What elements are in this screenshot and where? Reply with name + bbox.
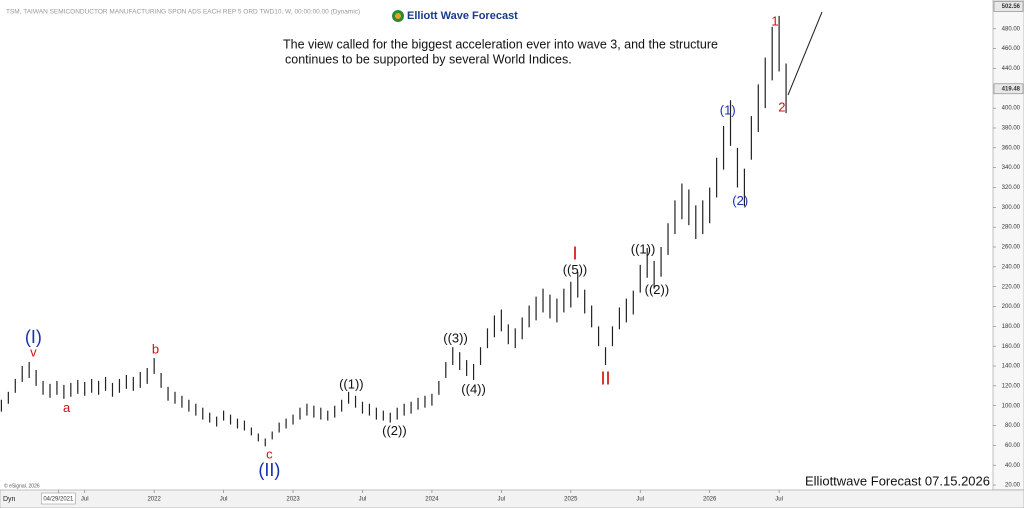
logo-text: Elliott Wave Forecast bbox=[407, 10, 518, 22]
x-tick-label: Jul bbox=[81, 497, 89, 503]
x-tick-label: 2025 bbox=[564, 497, 578, 503]
wave-label: (1) bbox=[720, 103, 736, 118]
wave-label: I bbox=[572, 244, 577, 264]
wave-label: ((1)) bbox=[631, 241, 656, 256]
y-tick-label: 380.00 bbox=[1002, 126, 1021, 132]
x-tick-label: Jul bbox=[359, 497, 367, 503]
wave-label: ((4)) bbox=[461, 381, 486, 396]
y-tick-label: 80.00 bbox=[1005, 423, 1021, 429]
price-marker bbox=[993, 83, 1024, 95]
y-tick-label: 280.00 bbox=[1002, 225, 1021, 231]
price-marker bbox=[993, 1, 1024, 12]
annotation: The view called for the biggest accelera… bbox=[283, 37, 718, 51]
y-tick-label: 440.00 bbox=[1002, 66, 1021, 72]
wave-label: 1 bbox=[771, 13, 778, 28]
wave-label: ((2)) bbox=[382, 423, 407, 438]
y-tick-label: 300.00 bbox=[1002, 205, 1021, 211]
wave-label: ((1)) bbox=[339, 376, 364, 391]
y-tick-label: 180.00 bbox=[1002, 324, 1021, 330]
y-tick-label: 480.00 bbox=[1002, 26, 1021, 32]
wave-label: v bbox=[30, 345, 37, 360]
y-tick-label: 120.00 bbox=[1002, 383, 1021, 389]
wave-label: ((2)) bbox=[645, 282, 670, 297]
y-tick-label: 400.00 bbox=[1002, 106, 1021, 112]
y-tick-label: 340.00 bbox=[1002, 165, 1021, 171]
x-tick-label: Jul bbox=[636, 497, 644, 503]
wave-label: ((5)) bbox=[563, 262, 588, 277]
x-tick-label: Jul bbox=[220, 497, 228, 503]
y-tick-label: 220.00 bbox=[1002, 284, 1021, 290]
wave-label: 2 bbox=[778, 100, 785, 115]
y-tick-label: 60.00 bbox=[1005, 443, 1021, 449]
x-tick-label: 2024 bbox=[425, 497, 439, 503]
footer: Elliottwave Forecast 07.15.2026 bbox=[805, 473, 990, 488]
y-tick-label: 320.00 bbox=[1002, 185, 1021, 191]
y-tick-label: 260.00 bbox=[1002, 245, 1021, 251]
y-tick-label: 200.00 bbox=[1002, 304, 1021, 310]
copyright: © eSignal, 2026 bbox=[4, 482, 40, 489]
wave-label: (2) bbox=[732, 193, 748, 208]
price-marker-label: 419.48 bbox=[1002, 86, 1021, 92]
corner-label: Dyn bbox=[3, 496, 16, 503]
wave-label: b bbox=[152, 342, 159, 357]
wave-label: (II) bbox=[258, 460, 280, 480]
x-tick-label: 2026 bbox=[703, 497, 717, 503]
price-marker-label: 502.56 bbox=[1002, 4, 1021, 10]
y-tick-label: 100.00 bbox=[1002, 403, 1021, 409]
projection-line bbox=[787, 11, 823, 96]
y-tick-label: 160.00 bbox=[1002, 344, 1021, 350]
wave-label: (I) bbox=[25, 327, 42, 347]
wave-label: a bbox=[63, 400, 71, 415]
time-axis bbox=[0, 489, 1024, 508]
logo-icon-inner bbox=[395, 13, 401, 19]
y-tick-label: 40.00 bbox=[1005, 463, 1021, 469]
x-tick-label: Jul bbox=[775, 497, 783, 503]
x-tick-label: 2022 bbox=[147, 497, 161, 503]
y-tick-label: 140.00 bbox=[1002, 364, 1021, 370]
y-tick-label: 240.00 bbox=[1002, 264, 1021, 270]
y-tick-label: 20.00 bbox=[1005, 483, 1021, 489]
x-tick-label: 2023 bbox=[286, 497, 300, 503]
x-tick-label: Jul bbox=[498, 497, 506, 503]
wave-label: c bbox=[266, 447, 273, 462]
symbol-header: TSM, TAIWAN SEMICONDUCTOR MANUFACTURING … bbox=[6, 9, 360, 16]
annotation: continues to be supported by several Wor… bbox=[285, 52, 572, 66]
x-tick-label: 04/29/2021 bbox=[43, 497, 74, 503]
wave-label: ((3)) bbox=[443, 331, 468, 346]
y-tick-label: 460.00 bbox=[1002, 46, 1021, 52]
y-tick-label: 360.00 bbox=[1002, 145, 1021, 151]
wave-label: II bbox=[601, 369, 611, 389]
x-tick-box bbox=[41, 492, 76, 505]
price-axis bbox=[992, 0, 1024, 491]
